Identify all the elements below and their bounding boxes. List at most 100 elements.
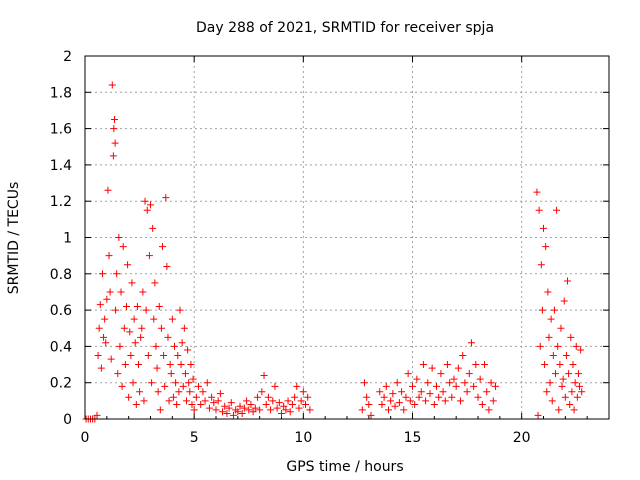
data-point <box>128 279 136 287</box>
data-point <box>100 333 108 341</box>
data-point <box>554 342 562 350</box>
data-point <box>461 379 469 387</box>
data-point <box>476 375 484 383</box>
data-point <box>544 288 552 296</box>
data-point <box>243 397 251 405</box>
x-tick-label: 20 <box>513 430 531 446</box>
data-point <box>108 81 116 89</box>
data-point <box>555 406 563 414</box>
grid-lines <box>85 56 609 419</box>
data-point <box>402 393 410 401</box>
data-point <box>365 400 373 408</box>
data-point <box>280 402 288 410</box>
data-point <box>115 234 123 241</box>
data-point <box>269 397 277 405</box>
y-tick-label: 0.4 <box>50 339 72 355</box>
data-point <box>262 400 270 408</box>
data-point <box>564 277 572 285</box>
data-point <box>293 382 301 390</box>
data-point <box>162 194 170 202</box>
data-point <box>367 411 375 419</box>
data-point <box>103 295 111 303</box>
data-point <box>571 379 579 387</box>
data-point <box>171 342 179 350</box>
data-point <box>260 371 268 379</box>
data-point <box>109 152 117 160</box>
data-point <box>174 351 182 359</box>
data-point <box>245 406 253 414</box>
data-point <box>459 351 467 359</box>
data-point <box>422 397 430 405</box>
data-point <box>168 315 176 323</box>
data-point <box>219 408 227 416</box>
data-point <box>188 400 196 408</box>
data-point <box>574 370 582 378</box>
data-point <box>400 406 408 414</box>
data-point <box>256 406 264 414</box>
data-point <box>474 393 482 401</box>
y-tick-label: 0.2 <box>50 376 72 392</box>
y-tick-label: 1.4 <box>50 158 72 174</box>
data-point <box>454 364 462 372</box>
data-point <box>398 388 406 396</box>
data-point <box>110 125 118 133</box>
data-point <box>97 364 105 372</box>
data-point <box>139 288 147 296</box>
data-point <box>567 333 575 341</box>
data-point <box>132 400 140 408</box>
data-point <box>127 351 135 359</box>
data-point <box>178 339 186 347</box>
data-point <box>387 397 395 405</box>
data-point <box>540 224 547 232</box>
data-point <box>576 382 584 390</box>
data-point <box>205 404 213 412</box>
data-point <box>378 400 386 408</box>
data-point <box>183 397 191 405</box>
data-point <box>117 288 125 296</box>
data-point <box>452 382 460 390</box>
data-point <box>240 404 248 412</box>
data-point <box>411 400 419 408</box>
data-point <box>291 393 299 401</box>
data-point <box>568 388 576 396</box>
data-point <box>448 393 456 401</box>
data-point <box>552 370 560 378</box>
data-point <box>435 393 443 401</box>
data-point <box>199 388 207 396</box>
data-point <box>358 406 366 414</box>
data-point <box>104 186 112 194</box>
data-point <box>483 388 491 396</box>
data-point <box>424 379 432 387</box>
data-point <box>485 406 493 414</box>
tick-labels: 0 5 10 15 20 0 0.2 0.4 0.6 0.8 1 1.2 1.4 1.6 1.8 2 <box>50 49 531 446</box>
y-tick-label: 1.8 <box>50 85 72 101</box>
data-point <box>151 279 159 287</box>
data-point <box>457 397 465 405</box>
data-point <box>534 411 542 419</box>
data-point <box>428 364 436 372</box>
data-point <box>223 410 231 418</box>
data-point <box>389 390 397 398</box>
data-point <box>181 370 189 378</box>
data-point <box>149 224 157 232</box>
data-point <box>118 382 126 390</box>
data-point <box>141 197 149 205</box>
y-tick-label: 1.6 <box>50 122 72 138</box>
data-point <box>163 263 171 271</box>
data-point <box>214 397 222 405</box>
data-point <box>406 397 414 405</box>
data-point <box>542 243 550 251</box>
data-point <box>221 402 229 410</box>
data-point <box>144 351 152 359</box>
data-point <box>150 315 158 323</box>
data-point <box>95 324 103 332</box>
data-point <box>560 297 568 305</box>
data-point <box>130 315 138 323</box>
data-point <box>93 411 101 419</box>
data-point <box>190 406 198 414</box>
data-point <box>106 288 114 296</box>
data-point <box>166 361 174 369</box>
data-point <box>491 382 499 390</box>
data-points <box>82 81 586 423</box>
